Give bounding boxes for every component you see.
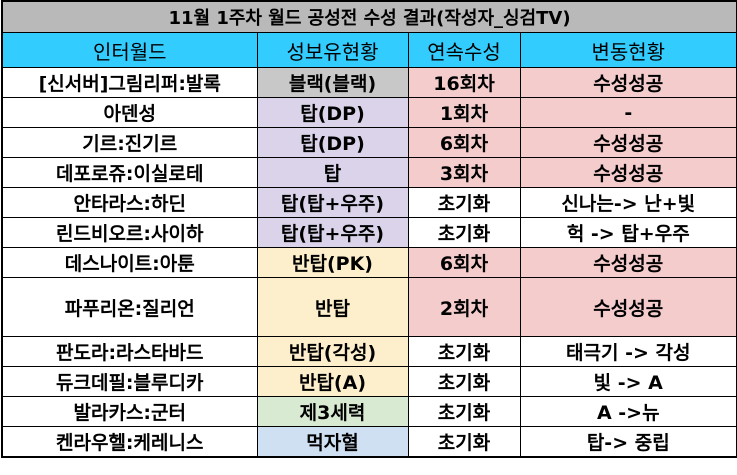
status-cell: 반탑(A) [256,366,409,397]
streak-cell: 초기화 [407,366,521,397]
status-cell: 탑(DP) [256,127,409,158]
table-row: 파푸리온:질리언 반탑 2회차 수성성공 [1,277,737,337]
header-change: 변동현황 [519,32,737,68]
world-cell: 판도라:라스타바드 [1,336,258,367]
table-row: 데스나이트:아툰 반탑(PK) 6회차 수성성공 [1,247,737,278]
status-cell: 반탑(각성) [256,336,409,367]
streak-cell: 6회차 [407,247,521,278]
streak-cell: 초기화 [407,396,521,427]
table-row: 린드비오르:사이하 탑(탑+우주) 초기화 헉 -> 탑+우주 [1,217,737,248]
table-row: 켄라우헬:케레니스 먹자혈 초기화 탑-> 중립 [1,426,737,458]
change-cell: 빛 -> A [519,366,737,397]
world-cell: [신서버]그림리퍼:발록 [1,67,258,98]
world-cell: 기르:진기르 [1,127,258,158]
streak-cell: 1회차 [407,97,521,128]
table-row: 기르:진기르 탑(DP) 6회차 수성성공 [1,127,737,158]
streak-cell: 3회차 [407,157,521,188]
change-cell: 수성성공 [519,247,737,278]
world-cell: 데포로쥬:이실로테 [1,157,258,188]
status-cell: 블랙(블랙) [256,67,409,98]
status-cell: 탑(탑+우주) [256,217,409,248]
streak-cell: 6회차 [407,127,521,158]
streak-cell: 2회차 [407,277,521,337]
table-row: 듀크데필:블루디카 반탑(A) 초기화 빛 -> A [1,366,737,397]
change-cell: 수성성공 [519,277,737,337]
status-cell: 제3세력 [256,396,409,427]
status-cell: 탑(탑+우주) [256,187,409,218]
streak-cell: 초기화 [407,426,521,458]
change-cell: 수성성공 [519,127,737,158]
table-row: [신서버]그림리퍼:발록 블랙(블랙) 16회차 수성성공 [1,67,737,98]
table-title: 11월 1주차 월드 공성전 수성 결과(작성자_싱검TV) [1,0,737,33]
status-cell: 반탑 [256,277,409,337]
streak-cell: 초기화 [407,217,521,248]
change-cell: 수성성공 [519,157,737,188]
change-cell: 태극기 -> 각성 [519,336,737,367]
header-world: 인터월드 [1,32,258,68]
header-streak: 연속수성 [407,32,521,68]
world-cell: 데스나이트:아툰 [1,247,258,278]
change-cell: 탑-> 중립 [519,426,737,458]
world-cell: 파푸리온:질리언 [1,277,258,337]
status-cell: 반탑(PK) [256,247,409,278]
change-cell: - [519,97,737,128]
header-status: 성보유현황 [256,32,409,68]
world-cell: 듀크데필:블루디카 [1,366,258,397]
change-cell: 수성성공 [519,67,737,98]
streak-cell: 16회차 [407,67,521,98]
change-cell: 헉 -> 탑+우주 [519,217,737,248]
change-cell: A ->뉴 [519,396,737,427]
status-cell: 탑 [256,157,409,188]
title-row: 11월 1주차 월드 공성전 수성 결과(작성자_싱검TV) [1,0,737,33]
world-cell: 아덴성 [1,97,258,128]
status-cell: 먹자혈 [256,426,409,458]
table-row: 발라카스:군터 제3세력 초기화 A ->뉴 [1,396,737,427]
table-row: 안타라스:하딘 탑(탑+우주) 초기화 신나는-> 난+빛 [1,187,737,218]
table-row: 판도라:라스타바드 반탑(각성) 초기화 태극기 -> 각성 [1,336,737,367]
world-cell: 린드비오르:사이하 [1,217,258,248]
header-row: 인터월드 성보유현황 연속수성 변동현황 [1,32,737,68]
world-cell: 발라카스:군터 [1,396,258,427]
streak-cell: 초기화 [407,336,521,367]
table-row: 아덴성 탑(DP) 1회차 - [1,97,737,128]
change-cell: 신나는-> 난+빛 [519,187,737,218]
streak-cell: 초기화 [407,187,521,218]
table-row: 데포로쥬:이실로테 탑 3회차 수성성공 [1,157,737,188]
world-cell: 켄라우헬:케레니스 [1,426,258,458]
siege-result-table: 11월 1주차 월드 공성전 수성 결과(작성자_싱검TV) 인터월드 성보유현… [1,0,737,458]
status-cell: 탑(DP) [256,97,409,128]
world-cell: 안타라스:하딘 [1,187,258,218]
